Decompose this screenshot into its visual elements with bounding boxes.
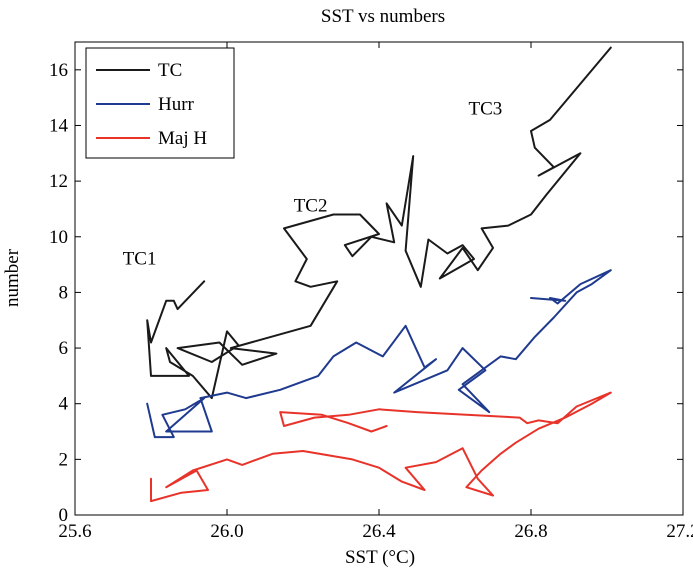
x-tick-label: 26.4	[362, 521, 396, 542]
y-axis-label: number	[2, 248, 23, 307]
legend-label: Hurr	[158, 94, 195, 115]
series-line-maj-h	[150, 391, 612, 503]
x-axis: 25.6 26.0 26.4 26.8 27.2	[58, 42, 693, 542]
y-tick-label: 0	[59, 505, 69, 526]
y-tick-label: 12	[49, 171, 68, 192]
chart-title: SST vs numbers	[321, 6, 445, 27]
annotations: TC1 TC2 TC3	[123, 98, 503, 269]
y-axis: 0 2 4 6 8 10 12 14 16	[49, 60, 683, 526]
series-line-hurr	[146, 269, 612, 439]
legend-label: Maj H	[158, 128, 207, 149]
legend-label: TC	[158, 60, 182, 81]
series-layer	[146, 46, 612, 503]
x-tick-label: 26.8	[514, 521, 547, 542]
annotation-tc3: TC3	[469, 98, 503, 119]
y-tick-label: 14	[49, 115, 69, 136]
y-tick-label: 4	[59, 394, 69, 415]
y-tick-label: 10	[49, 227, 68, 248]
annotation-tc1: TC1	[123, 249, 157, 270]
annotation-tc2: TC2	[294, 196, 328, 217]
x-tick-label: 26.0	[210, 521, 243, 542]
x-tick-label: 27.2	[666, 521, 693, 542]
x-axis-label: SST (°C)	[345, 547, 415, 568]
y-tick-label: 6	[59, 338, 69, 359]
y-tick-label: 16	[49, 60, 68, 81]
series-line-tc	[146, 46, 612, 400]
y-tick-label: 8	[59, 282, 69, 303]
x-tick-label: 25.6	[58, 521, 91, 542]
y-tick-label: 2	[59, 449, 69, 470]
legend: TC Hurr Maj H	[85, 47, 235, 159]
